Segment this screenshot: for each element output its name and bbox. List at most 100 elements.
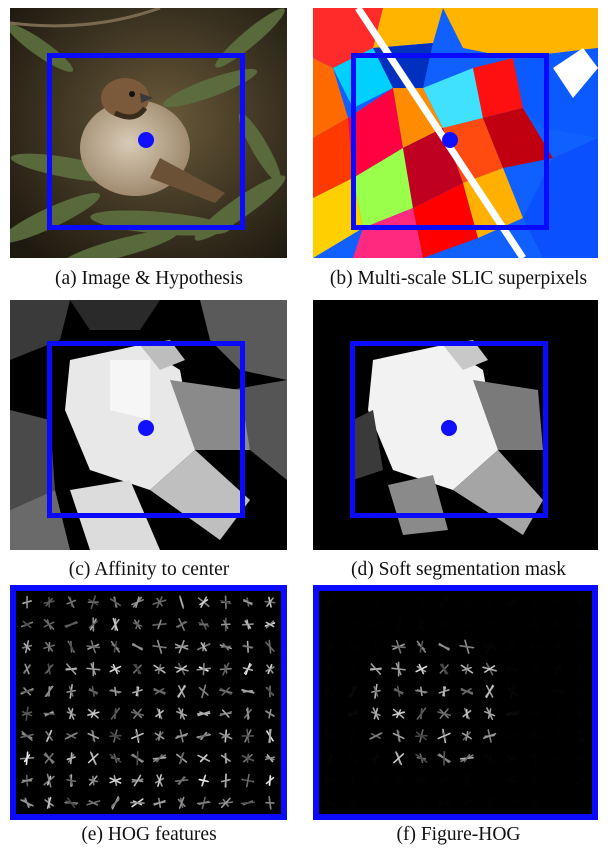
hog-cell-stroke xyxy=(530,797,541,809)
hog-cell-stroke xyxy=(420,686,423,697)
hog-cell-stroke xyxy=(132,622,143,627)
hog-cell-stroke xyxy=(131,732,144,740)
hog-cell-stroke xyxy=(486,751,493,765)
panel-f-figure-hog xyxy=(313,585,598,820)
hog-cell-stroke xyxy=(578,728,583,744)
hog-cell-stroke xyxy=(265,621,275,628)
hog-cell-stroke xyxy=(175,733,189,739)
hog-cell-stroke xyxy=(266,664,274,674)
hog-cell-stroke xyxy=(461,687,472,695)
hog-cell-stroke xyxy=(130,711,145,717)
hog-cell-stroke xyxy=(178,752,185,765)
hog-cell-stroke xyxy=(392,732,405,740)
hog-cell-stroke xyxy=(507,686,518,696)
hog-cell-stroke xyxy=(177,684,186,698)
hog-cell-stroke xyxy=(113,640,118,653)
hog-cell-stroke xyxy=(485,684,494,698)
hog-cell-stroke xyxy=(530,733,540,739)
hog-cell-stroke xyxy=(87,711,100,716)
hog-cell-stroke xyxy=(369,800,382,806)
hog-cell-stroke xyxy=(135,596,140,608)
hog-cell-stroke xyxy=(370,663,382,675)
hog-cell-stroke xyxy=(486,796,493,810)
hog-cell-stroke xyxy=(268,797,272,809)
hog-cell-stroke xyxy=(64,732,78,740)
hog-cell-stroke xyxy=(482,644,497,649)
hog-cell-stroke xyxy=(268,728,272,744)
hog-cell-stroke xyxy=(132,643,143,651)
hog-cell-stroke xyxy=(553,663,563,675)
caption-c: (c) Affinity to center xyxy=(68,559,230,580)
hog-cell-stroke xyxy=(575,756,586,761)
hog-cell-stroke xyxy=(221,733,231,739)
hog-cell-stroke xyxy=(487,597,492,608)
hog-cell-stroke xyxy=(157,774,162,787)
hog-cell-stroke xyxy=(111,797,120,808)
hog-cell-stroke xyxy=(392,711,405,716)
hog-cell-stroke xyxy=(459,599,475,605)
hog-cell-stroke xyxy=(87,732,100,740)
hog-cell-stroke xyxy=(220,754,231,762)
hog-cell-stroke xyxy=(511,662,514,676)
hog-cell-stroke xyxy=(486,617,494,632)
hog-cell-stroke xyxy=(197,733,210,739)
hog-cell-stroke xyxy=(531,709,540,718)
hog-cell-stroke xyxy=(179,597,184,607)
hog-cell-stroke xyxy=(112,617,119,632)
hog-cell-stroke xyxy=(350,773,356,788)
hog-cell-stroke xyxy=(67,596,75,609)
hog-cell-stroke xyxy=(507,711,518,717)
hog-cell-stroke xyxy=(242,689,253,693)
hog-cell-stroke xyxy=(198,800,210,806)
hog-cell-stroke xyxy=(531,662,539,676)
hog-cell-stroke xyxy=(465,730,469,741)
hog-cell-stroke xyxy=(327,754,334,763)
hog-cell-stroke xyxy=(178,796,185,809)
hog-cell-stroke xyxy=(391,800,406,806)
hog-cell-stroke xyxy=(396,685,401,697)
hog-cell-stroke xyxy=(24,640,30,654)
hog-cell-stroke xyxy=(245,773,250,788)
hog-cell-stroke xyxy=(21,711,33,716)
hog-cell-stroke xyxy=(577,686,585,696)
hog-cell-stroke xyxy=(241,755,255,762)
hog-cell-stroke xyxy=(579,797,582,809)
hog-cell-stroke xyxy=(347,712,359,715)
hog-cell-stroke xyxy=(86,667,101,671)
hog-cell-stroke xyxy=(418,663,425,675)
hog-cell-stroke xyxy=(323,689,338,694)
hog-cell-stroke xyxy=(324,711,336,717)
hog-cell-stroke xyxy=(328,640,333,654)
caption-e: (e) HOG features xyxy=(81,824,217,845)
hog-cell-stroke xyxy=(460,799,474,806)
hog-cell-stroke xyxy=(199,711,209,717)
center-dot xyxy=(442,132,458,148)
hog-cell-stroke xyxy=(326,621,335,628)
hog-cell-stroke xyxy=(438,643,450,651)
hog-cell-stroke xyxy=(200,642,207,652)
hog-cell-stroke xyxy=(323,733,338,739)
hog-cell-stroke xyxy=(579,775,582,787)
hog-cell-stroke xyxy=(21,777,33,784)
center-dot xyxy=(138,420,154,436)
hog-cell-stroke xyxy=(373,685,379,697)
hog-cell-stroke xyxy=(109,777,122,784)
hog-cell-stroke xyxy=(65,800,78,806)
hog-cell-stroke xyxy=(246,619,250,630)
center-dot xyxy=(138,132,154,148)
hog-cell-stroke xyxy=(176,665,188,673)
hog-cell-stroke xyxy=(222,642,230,651)
hog-cell-stroke xyxy=(440,774,449,787)
hog-cell-stroke xyxy=(348,685,358,698)
hog-cell-stroke xyxy=(507,623,518,626)
hog-cell-stroke xyxy=(462,645,472,649)
hog-cell-stroke xyxy=(323,799,338,807)
hog-cell-stroke xyxy=(391,645,406,649)
hog-cell-stroke xyxy=(530,754,541,762)
hog-cell-stroke xyxy=(416,797,426,809)
hog-cell-stroke xyxy=(368,622,383,627)
hog-cell-stroke xyxy=(92,775,95,786)
hog-cell-stroke xyxy=(222,662,230,676)
hog-cell-stroke xyxy=(135,663,140,675)
hog-cell-stroke xyxy=(152,599,167,605)
